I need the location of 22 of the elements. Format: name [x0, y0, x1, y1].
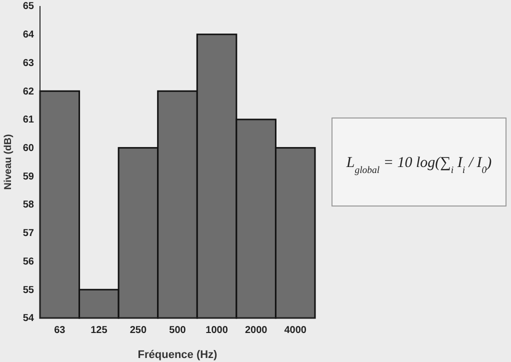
- y-tick-label: 61: [22, 114, 34, 126]
- x-tick-label: 2000: [244, 325, 268, 336]
- y-tick-label: 60: [22, 143, 34, 154]
- y-tick-label: 56: [22, 256, 34, 268]
- y-tick-label: 55: [22, 284, 34, 296]
- y-tick-label: 62: [22, 86, 34, 98]
- y-tick-label: 59: [22, 171, 34, 182]
- y-tick-label: 63: [22, 58, 34, 69]
- text: L$_{global}$ = 10 log(∑$_{i}$ I$_{i}$ / I$_{0}$): [346, 155, 492, 176]
- x-tick-label: 4000: [284, 325, 307, 336]
- x-tick-label: 500: [169, 325, 186, 336]
- x-tick-label: 1000: [206, 325, 228, 336]
- y-tick-label: 65: [22, 1, 34, 12]
- x-tick-label: 125: [90, 325, 108, 336]
- y-tick-label: 58: [22, 200, 34, 211]
- y-tick-label: 57: [22, 228, 34, 240]
- x-tick-label: 63: [54, 325, 66, 336]
- y-axis-title: Niveau (dB): [3, 134, 14, 190]
- x-tick-label: 250: [130, 325, 147, 336]
- y-tick-label: 54: [22, 313, 34, 324]
- y-tick-label: 64: [22, 30, 34, 41]
- x-axis-title: Fréquence (Hz): [138, 349, 218, 361]
